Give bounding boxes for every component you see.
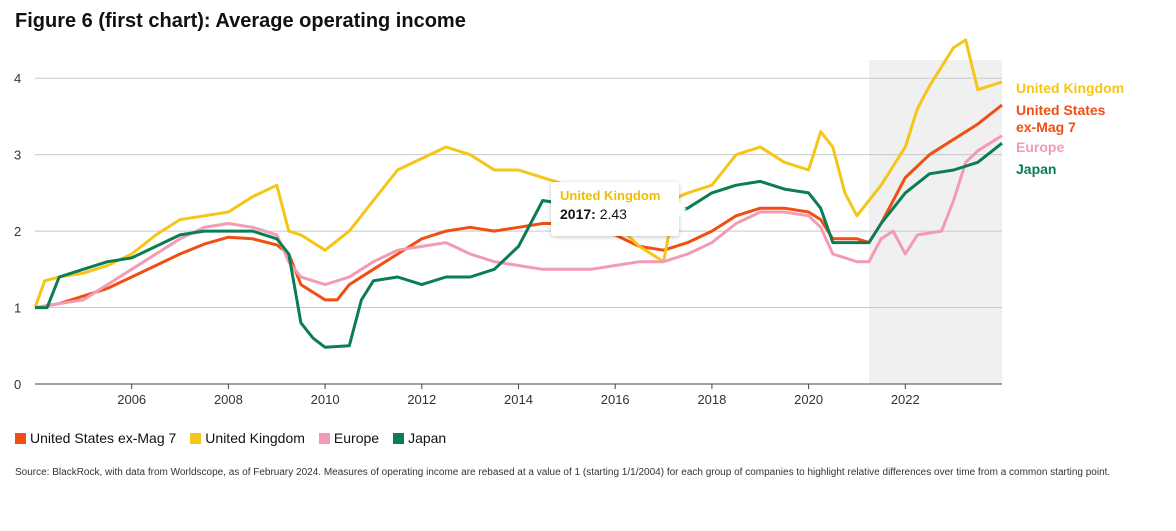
legend-swatch <box>318 432 330 444</box>
legend-item-japan[interactable]: Japan <box>393 430 446 446</box>
x-tick-label: 2008 <box>214 392 243 407</box>
shaded-period <box>869 60 1002 384</box>
y-tick-label: 2 <box>14 224 21 239</box>
legend-label: United States ex-Mag 7 <box>30 430 177 446</box>
chart-title: Figure 6 (first chart): Average operatin… <box>15 10 466 32</box>
end-label: ex-Mag 7 <box>1016 119 1076 135</box>
legend-label: Europe <box>333 430 380 446</box>
tooltip-series: United Kingdom <box>560 188 661 203</box>
x-tick-label: 2018 <box>697 392 726 407</box>
x-tick-label: 2014 <box>504 392 533 407</box>
tooltip-row: 2017: 2.43 <box>560 206 670 222</box>
x-tick-label: 2016 <box>601 392 630 407</box>
legend-label: Japan <box>408 430 447 446</box>
legend-swatch <box>393 432 405 444</box>
legend-swatch <box>15 432 26 444</box>
tooltip-year: 2017: <box>560 206 596 222</box>
legend-item-uk[interactable]: United Kingdom <box>190 430 305 446</box>
series-line <box>34 103 1003 310</box>
chart-tooltip: United Kingdom 2017: 2.43 <box>551 182 686 236</box>
end-label: Europe <box>1016 139 1064 155</box>
end-label: United States <box>1016 102 1106 118</box>
source-note: Source: BlackRock, with data from Worlds… <box>15 467 1111 478</box>
tooltip-value: 2.43 <box>599 206 627 222</box>
series-line <box>33 38 1003 309</box>
legend-item-us[interactable]: United States ex-Mag 7 <box>15 430 176 446</box>
y-tick-label: 3 <box>14 148 21 163</box>
x-tick-label: 2022 <box>891 392 920 407</box>
end-label: Japan <box>1016 161 1056 177</box>
legend-label: United Kingdom <box>205 430 305 446</box>
x-tick-label: 2006 <box>117 392 146 407</box>
legend-swatch <box>190 432 202 444</box>
series-line <box>35 142 1003 349</box>
chart-legend: United States ex-Mag 7 United Kingdom Eu… <box>15 430 446 446</box>
x-tick-label: 2012 <box>407 392 436 407</box>
series-line <box>34 134 1003 310</box>
y-tick-label: 0 <box>14 377 21 392</box>
x-tick-label: 2010 <box>311 392 340 407</box>
y-tick-label: 4 <box>14 71 21 86</box>
end-label: United Kingdom <box>1016 80 1124 96</box>
x-tick-label: 2020 <box>794 392 823 407</box>
line-chart: 0 1 2 3 4 2006 2008 2010 2012 2014 2016 2018 2020 202… <box>14 38 1124 407</box>
legend-item-europe[interactable]: Europe <box>318 430 380 446</box>
y-tick-label: 1 <box>14 301 21 316</box>
